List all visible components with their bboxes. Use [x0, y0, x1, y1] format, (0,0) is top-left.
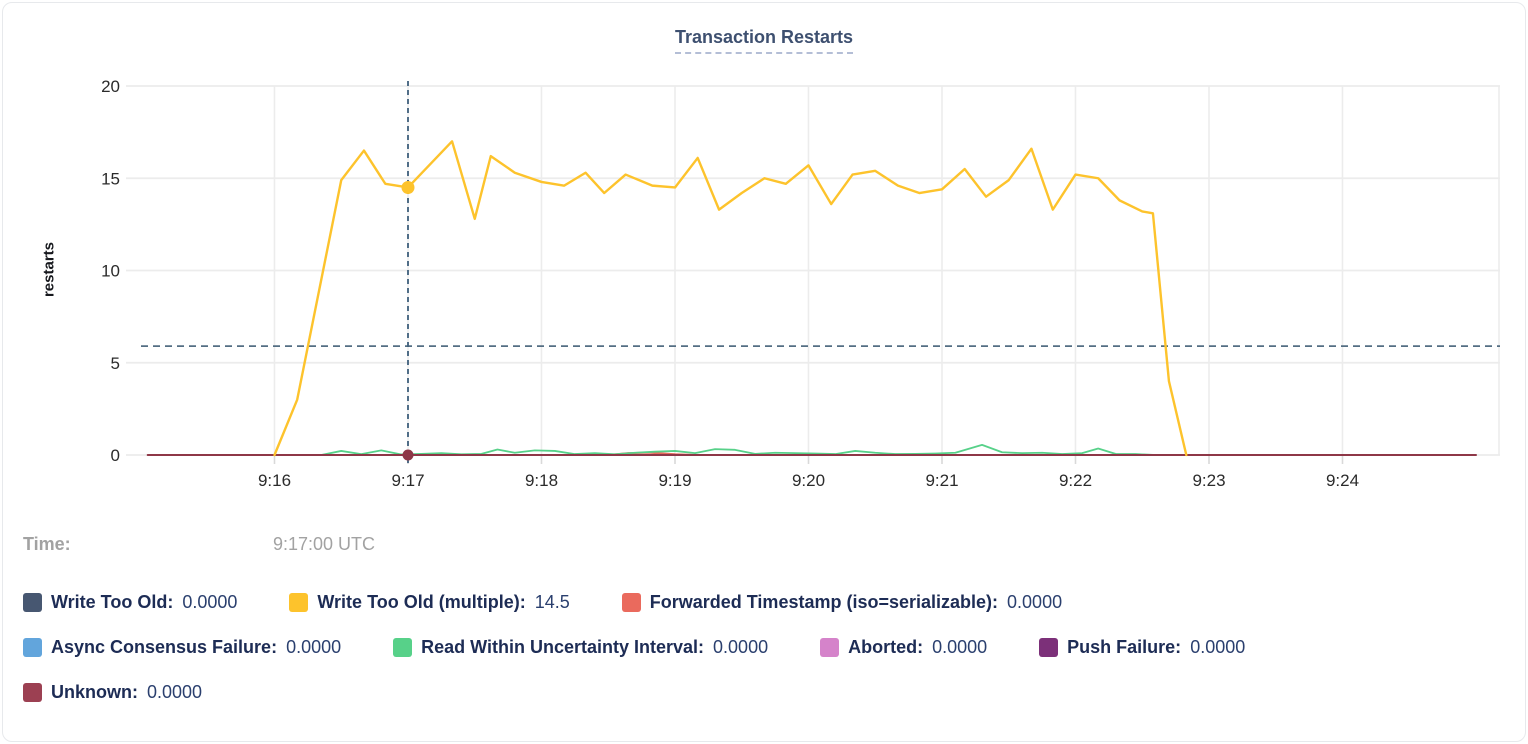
selected-point-dot	[401, 180, 415, 194]
selected-point-dot	[402, 449, 414, 461]
legend-swatch	[289, 593, 309, 612]
legend-value: 0.0000	[932, 637, 988, 657]
legend-swatch	[23, 638, 42, 657]
time-value: 9:17:00 UTC	[273, 534, 376, 554]
legend-item: Read Within Uncertainty Interval: 0.0000	[393, 637, 768, 658]
legend-item: Aborted: 0.0000	[820, 637, 987, 658]
y-tick-label: 5	[111, 354, 120, 373]
legend-value: 0.0000	[286, 637, 342, 657]
legend-label: Forwarded Timestamp (iso=serializable):	[649, 592, 999, 612]
legend-value: 0.0000	[1190, 637, 1246, 657]
legend-value: 0.0000	[182, 592, 238, 612]
legend-swatch	[1039, 638, 1059, 657]
legend-item: Forwarded Timestamp (iso=serializable): 0…	[621, 592, 1063, 613]
x-tick-label: 9:16	[258, 471, 291, 490]
chart-title-wrap: Transaction Restarts	[3, 27, 1525, 54]
legend-label: Push Failure:	[1067, 637, 1182, 657]
plot-area[interactable]: 0 5 10 15 20 9:16 9:17 9:18 9:19 9:20 9:21 9:22 9:23…	[3, 63, 1526, 503]
legend-swatch	[23, 593, 42, 612]
x-tick-label: 9:17	[391, 471, 424, 490]
y-tick-label: 0	[111, 446, 120, 465]
legend-item: Write Too Old: 0.0000	[23, 592, 237, 613]
legend-swatch	[393, 638, 413, 657]
legend-label: Write Too Old (multiple):	[317, 592, 526, 612]
legend-item: Push Failure: 0.0000	[1039, 637, 1245, 658]
x-tick-label: 9:24	[1326, 471, 1359, 490]
legend-label: Read Within Uncertainty Interval:	[421, 637, 705, 657]
legend-swatch	[23, 683, 42, 702]
x-tick-label: 9:19	[658, 471, 691, 490]
x-tick-label: 9:22	[1059, 471, 1092, 490]
legend-item: Unknown: 0.0000	[23, 682, 202, 703]
x-tick-label: 9:23	[1192, 471, 1225, 490]
x-tick-label: 9:18	[525, 471, 558, 490]
legend-value: 0.0000	[147, 682, 203, 702]
legend-row: Unknown: 0.0000	[23, 682, 202, 703]
legend-label: Async Consensus Failure:	[51, 637, 278, 657]
y-tick-label: 10	[101, 262, 120, 281]
legend-label: Aborted:	[848, 637, 924, 657]
x-tick-label: 9:20	[792, 471, 825, 490]
legend-row: Write Too Old: 0.0000 Write Too Old (multi…	[23, 592, 1062, 613]
legend-value: 14.5	[534, 592, 570, 612]
series-line-read-within-uncertainty-interval	[320, 443, 1157, 456]
time-label: Time:	[23, 534, 71, 554]
legend-value: 0.0000	[1007, 592, 1063, 612]
legend-value: 0.0000	[713, 637, 769, 657]
legend-item: Write Too Old (multiple): 14.5	[289, 592, 570, 613]
y-tick-label: 20	[101, 77, 120, 96]
legend-label: Write Too Old:	[51, 592, 174, 612]
legend-swatch	[820, 638, 840, 657]
chart-title[interactable]: Transaction Restarts	[674, 27, 854, 54]
y-tick-label: 15	[101, 169, 120, 188]
x-tick-label: 9:21	[925, 471, 958, 490]
legend-row: Async Consensus Failure: 0.0000 Read Withi…	[23, 637, 1245, 658]
legend-label: Unknown:	[51, 682, 138, 702]
series-line-write-too-old-multiple-	[273, 140, 1188, 457]
legend-item: Async Consensus Failure: 0.0000	[23, 637, 341, 658]
legend-swatch	[621, 593, 641, 612]
